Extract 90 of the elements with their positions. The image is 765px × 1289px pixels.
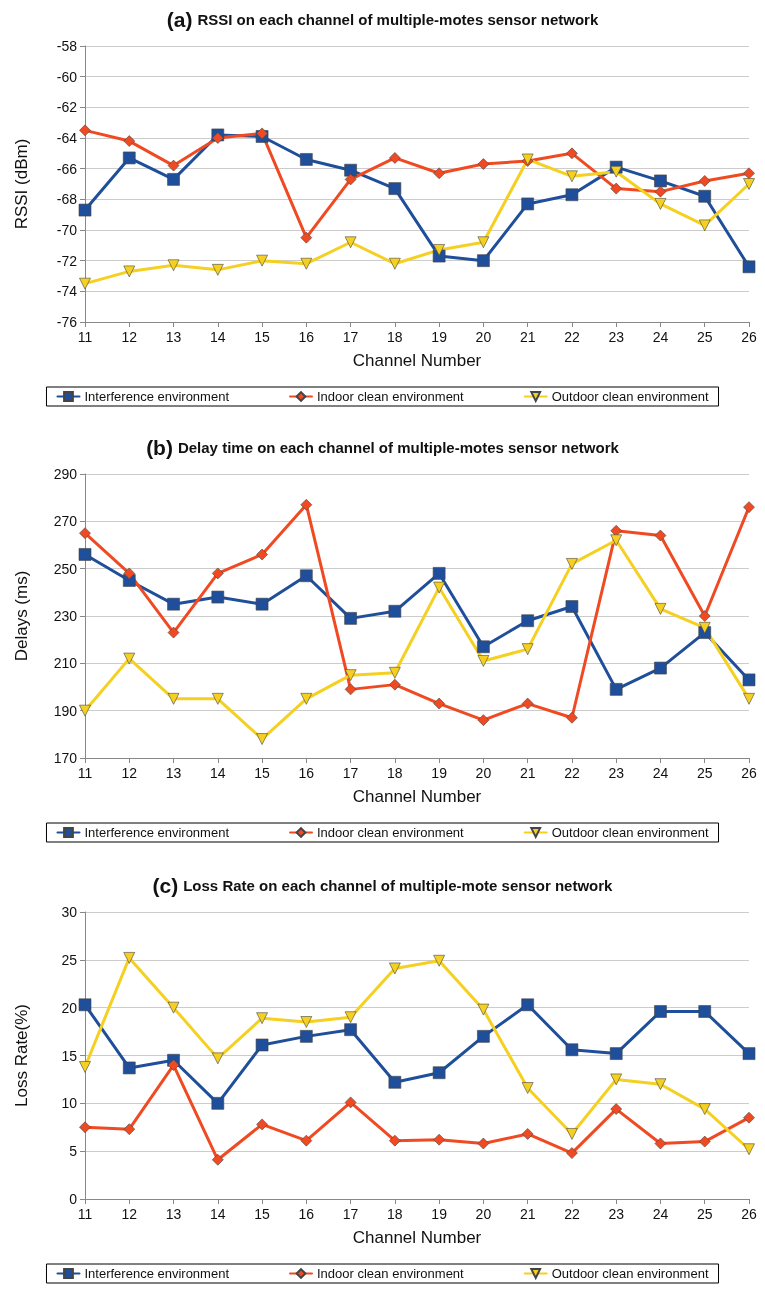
y-tick-label: 290	[53, 466, 78, 482]
x-tick-label: 18	[387, 1206, 403, 1222]
y-tick-label: -70	[56, 222, 78, 238]
x-tick-label: 23	[608, 1206, 625, 1222]
x-tick-label: 15	[254, 329, 271, 345]
legend-label: Indoor clean environment	[317, 1266, 465, 1281]
y-tick-label: 250	[53, 560, 78, 577]
x-tick-label: 19	[431, 765, 448, 781]
x-tick-label: 12	[121, 1206, 138, 1222]
y-tick-label: 15	[61, 1047, 78, 1064]
y-tick-label: -62	[56, 99, 78, 116]
y-tick-label: -74	[56, 283, 78, 300]
y-tick-label: -64	[56, 130, 78, 146]
x-tick-label: 25	[696, 1206, 713, 1222]
x-tick-label: 22	[564, 1206, 580, 1222]
y-axis-title: Delays (ms)	[12, 570, 31, 662]
x-tick-label: 20	[475, 329, 492, 345]
x-tick-label: 17	[342, 329, 359, 345]
x-tick-label: 26	[741, 329, 757, 345]
y-tick-label: 5	[69, 1143, 78, 1160]
x-tick-label: 11	[77, 329, 93, 345]
y-tick-label: 270	[53, 513, 78, 530]
x-tick-label: 23	[608, 329, 625, 345]
x-tick-label: 18	[387, 765, 403, 781]
x-tick-label: 24	[652, 765, 669, 781]
x-tick-label: 13	[165, 329, 182, 345]
x-tick-label: 16	[298, 1206, 315, 1222]
y-tick-label: 170	[53, 750, 78, 766]
y-tick-label: 30	[61, 904, 78, 920]
legend-label: Interference environment	[84, 825, 230, 840]
x-tick-label: 16	[298, 329, 315, 345]
y-tick-label: 10	[61, 1095, 78, 1112]
x-tick-label: 20	[475, 765, 492, 781]
x-tick-label: 14	[210, 765, 226, 781]
legend-label: Outdoor clean environment	[551, 825, 709, 840]
x-tick-label: 20	[475, 1206, 492, 1222]
x-tick-label: 17	[342, 1206, 359, 1222]
y-axis-title: RSSI (dBm)	[12, 138, 31, 230]
x-tick-label: 16	[298, 765, 315, 781]
legend-label: Outdoor clean environment	[551, 1266, 709, 1281]
x-tick-label: 21	[519, 1206, 536, 1222]
x-axis-title: Channel Number	[352, 1228, 482, 1247]
x-tick-label: 13	[165, 1206, 182, 1222]
x-tick-label: 19	[431, 1206, 448, 1222]
y-tick-label: -76	[56, 314, 78, 330]
x-tick-label: 12	[121, 765, 138, 781]
x-tick-label: 17	[342, 765, 359, 781]
x-tick-label: 23	[608, 765, 625, 781]
y-axis-title: Loss Rate(%)	[12, 1004, 31, 1107]
x-tick-label: 18	[387, 329, 403, 345]
y-tick-label: -72	[56, 252, 78, 269]
x-tick-label: 15	[254, 765, 271, 781]
y-tick-label: 20	[61, 999, 78, 1016]
x-tick-label: 19	[431, 329, 448, 345]
x-tick-label: 24	[652, 329, 669, 345]
x-tick-label: 26	[741, 765, 757, 781]
y-tick-label: -58	[56, 38, 78, 54]
x-tick-label: 25	[696, 765, 713, 781]
y-tick-label: 190	[53, 702, 78, 719]
y-tick-label: 210	[53, 655, 78, 672]
y-tick-label: 230	[53, 608, 78, 624]
x-tick-label: 11	[77, 1206, 93, 1222]
x-tick-label: 26	[741, 1206, 757, 1222]
legend-label: Interference environment	[84, 389, 230, 404]
x-axis-title: Channel Number	[352, 787, 482, 806]
legend-label: Outdoor clean environment	[551, 389, 709, 404]
chart-title: (a) RSSI on each channel of multiple-motes sensor network	[166, 8, 599, 31]
chart-title: (c) Loss Rate on each channel of multiple-mote sensor network	[152, 874, 614, 897]
chart-title: (b) Delay time on each channel of multiple-motes sensor network	[146, 436, 620, 459]
y-tick-label: 0	[69, 1191, 78, 1207]
legend-label: Interference environment	[84, 1266, 230, 1281]
y-tick-label: -66	[56, 160, 78, 177]
x-tick-label: 14	[210, 329, 226, 345]
x-tick-label: 22	[564, 765, 580, 781]
y-tick-label: -68	[56, 191, 78, 208]
x-tick-label: 22	[564, 329, 580, 345]
legend-label: Indoor clean environment	[317, 389, 465, 404]
x-tick-label: 25	[696, 329, 713, 345]
x-tick-label: 14	[210, 1206, 226, 1222]
x-tick-label: 11	[77, 765, 93, 781]
x-tick-label: 24	[652, 1206, 669, 1222]
x-tick-label: 15	[254, 1206, 271, 1222]
y-tick-label: -60	[56, 68, 78, 85]
x-tick-label: 12	[121, 329, 138, 345]
x-tick-label: 13	[165, 765, 182, 781]
legend-label: Indoor clean environment	[317, 825, 465, 840]
x-tick-label: 21	[519, 765, 536, 781]
x-tick-label: 21	[519, 329, 536, 345]
y-tick-label: 25	[61, 951, 78, 968]
x-axis-title: Channel Number	[352, 351, 482, 370]
